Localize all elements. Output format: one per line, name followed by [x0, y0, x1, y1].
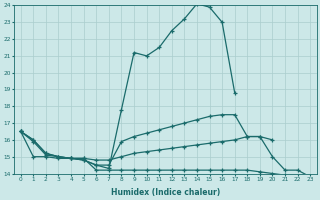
- X-axis label: Humidex (Indice chaleur): Humidex (Indice chaleur): [111, 188, 220, 197]
